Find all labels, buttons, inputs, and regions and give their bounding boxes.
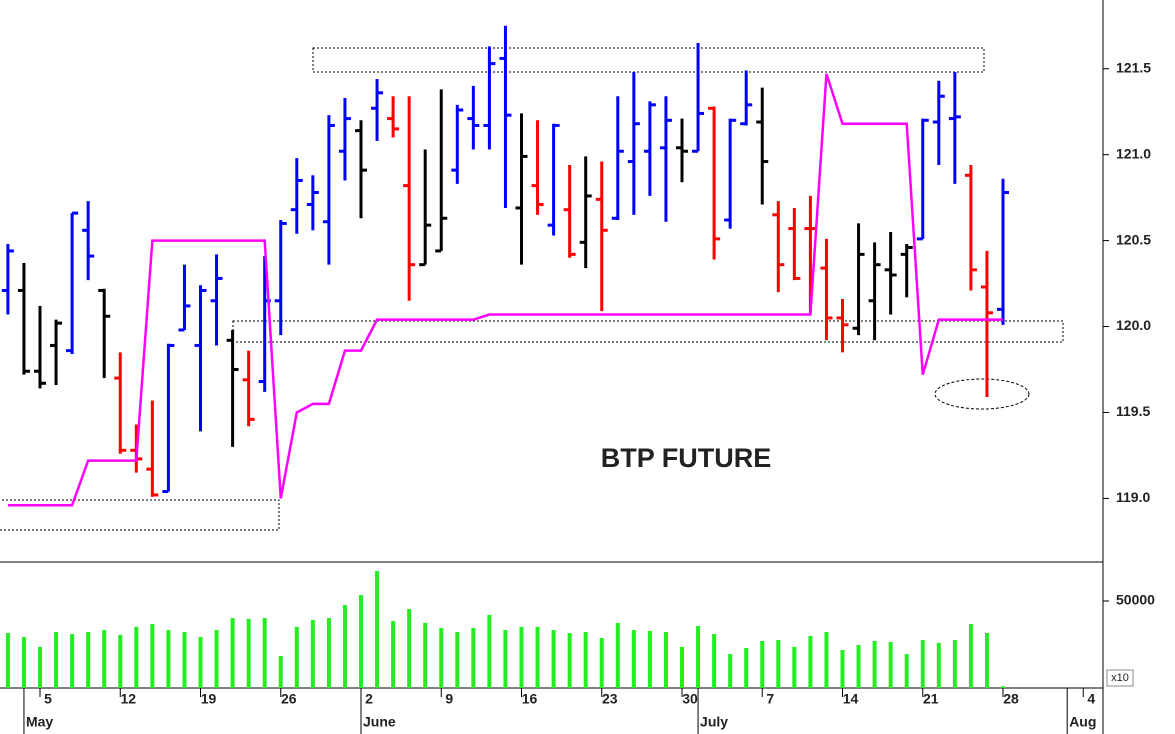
volume-bar	[792, 646, 797, 688]
volume-bar	[631, 630, 636, 688]
volume-bar	[70, 634, 75, 688]
volume-bar	[519, 626, 524, 688]
volume-bar	[375, 571, 380, 688]
x-tick-label: 9	[445, 691, 453, 707]
volume-bar	[1001, 686, 1005, 688]
volume-bar	[904, 654, 909, 688]
volume-bar	[118, 634, 123, 688]
volume-bar	[359, 595, 363, 688]
volume-bar	[391, 620, 396, 688]
volume-bar	[182, 631, 187, 688]
month-label: May	[26, 714, 53, 730]
annotation: BTP FUTURE	[601, 443, 772, 473]
volume-bar	[728, 654, 733, 688]
volume-bar	[230, 618, 235, 688]
volume-bar	[326, 618, 331, 688]
y-tick-label: 121.5	[1116, 59, 1151, 75]
x-tick-label: 7	[766, 691, 774, 707]
month-label: Aug	[1069, 714, 1096, 730]
volume-bar	[21, 637, 26, 688]
volume-bar	[294, 626, 299, 688]
volume-bar	[423, 622, 428, 688]
x-tick-label: 23	[602, 691, 618, 707]
volume-bar	[968, 623, 973, 688]
volume-bar	[680, 646, 684, 688]
volume-bar	[744, 647, 749, 688]
x-tick-label: 19	[201, 691, 217, 707]
volume-bar	[86, 631, 91, 688]
volume-bar	[760, 641, 765, 688]
volume-bar	[583, 631, 588, 688]
volume-bar	[920, 639, 925, 688]
x-tick-label: 12	[120, 691, 136, 707]
volume-bar	[712, 634, 717, 688]
volume-bar	[840, 650, 845, 688]
volume-bar	[856, 645, 861, 688]
x-tick-label: 4	[1087, 691, 1095, 707]
month-label: July	[700, 714, 728, 730]
volume-bar	[824, 631, 829, 688]
x-tick-label: 21	[923, 691, 939, 707]
stop-line	[7, 73, 1003, 507]
x-tick-label: 30	[682, 691, 698, 707]
volume-bar	[647, 630, 652, 688]
x-tick-label: 14	[843, 691, 859, 707]
volume-bar	[407, 608, 412, 688]
volume-bar	[696, 626, 701, 688]
volume-bar	[102, 630, 107, 688]
volume-bar	[278, 655, 283, 688]
support-box	[232, 320, 1064, 343]
volume-bar	[599, 638, 604, 688]
volume-bar	[134, 626, 139, 688]
resistance-box	[312, 47, 985, 73]
x-tick-label: 28	[1003, 691, 1019, 707]
volume-bar	[551, 630, 556, 688]
volume-bar	[198, 637, 203, 688]
volume-bar	[246, 618, 251, 688]
volume-bar	[150, 623, 155, 688]
volume-bar	[54, 631, 59, 688]
y-tick-label: 121.0	[1116, 145, 1151, 161]
volume-bar	[487, 614, 492, 688]
volume-bar	[535, 626, 540, 688]
volume-bar	[5, 633, 10, 688]
volume-bar	[888, 642, 893, 688]
volume-bar	[615, 622, 620, 688]
y-tick-label: 119.0	[1116, 489, 1150, 505]
y-tick-label: 50000	[1116, 592, 1155, 608]
month-label: June	[363, 714, 396, 730]
volume-bar	[342, 604, 347, 688]
volume-bar	[503, 630, 508, 688]
volume-bar	[166, 630, 171, 688]
y-tick-label: 120.0	[1116, 317, 1151, 333]
scale-box	[1106, 669, 1134, 687]
volume-bar	[952, 639, 957, 688]
volume-bar	[984, 633, 989, 688]
volume-bar	[872, 641, 877, 688]
x-tick-label: 5	[44, 691, 52, 707]
volume-bar	[214, 630, 219, 688]
y-tick-label: 119.5	[1116, 403, 1150, 419]
volume-bar	[439, 627, 444, 688]
y-tick-label: 120.5	[1116, 231, 1151, 247]
highlight-ellipse	[934, 378, 1030, 410]
volume-bar	[776, 639, 781, 688]
volume-bar	[567, 633, 572, 688]
volume-bar	[808, 635, 813, 688]
x-tick-label: 16	[522, 691, 538, 707]
volume-bar	[38, 646, 42, 688]
volume-bar	[310, 619, 315, 688]
volume-scale-label: x10	[1111, 672, 1129, 684]
volume-bar	[663, 631, 668, 688]
volume-bar	[262, 618, 267, 688]
x-tick-label: 26	[281, 691, 297, 707]
low-box	[0, 499, 280, 531]
x-tick-label: 2	[365, 691, 373, 707]
volume-bar	[455, 631, 460, 688]
volume-bar	[936, 642, 941, 688]
volume-bar	[471, 627, 476, 688]
